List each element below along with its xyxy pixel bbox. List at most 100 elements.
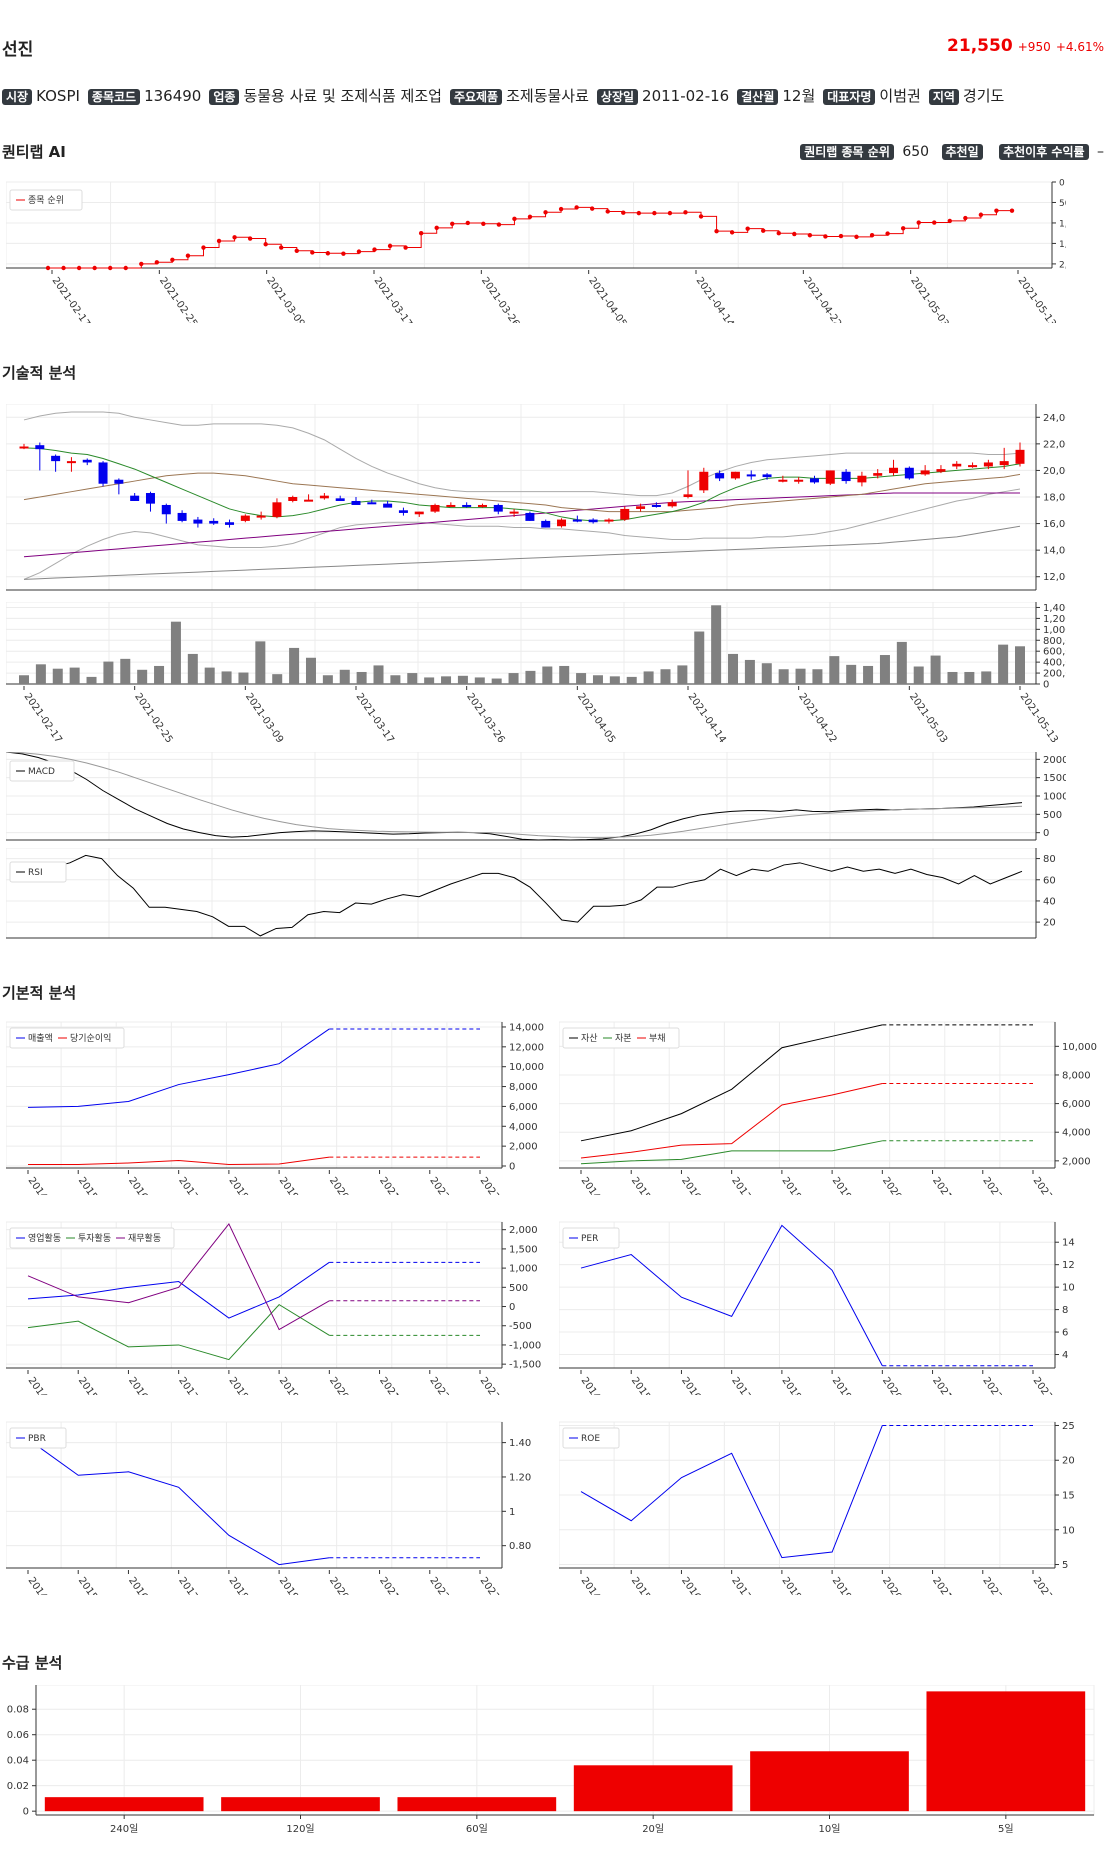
supply-chart: 0 0.02 0.04 0.06 0.08 240일 120일 60일 20일 10일 5일 <box>7 1685 1095 1835</box>
x-tick-label: 120일 <box>286 1823 314 1835</box>
y-tick-label: 1,000 <box>1059 219 1066 229</box>
y-tick-label: 6,000 <box>1062 1099 1091 1110</box>
x-tick-label: 2021-04-22 <box>801 275 843 323</box>
volume-bar <box>744 659 755 684</box>
y-tick-label: 0.04 <box>7 1756 29 1767</box>
return-label: 추천이후 수익률 <box>999 144 1089 160</box>
x-tick-label: 2014/12 <box>26 1575 59 1595</box>
x-tick-label: 240일 <box>110 1823 138 1835</box>
series-line <box>28 1156 330 1166</box>
y-tick-label: 0 <box>509 1302 515 1313</box>
volume-bar <box>998 644 1009 684</box>
volume-chart: 0200,000400,000600,000800,0001,000,0001,… <box>6 602 1066 742</box>
x-tick-label: 2020/12 <box>880 1575 913 1595</box>
candle-body <box>889 467 899 474</box>
y-tick-label: 1,500 <box>509 1244 538 1255</box>
rank-point <box>201 245 206 250</box>
macd-signal-line <box>6 752 1023 838</box>
rank-step-line <box>48 206 1012 269</box>
volume-bar <box>913 666 924 684</box>
rank-point <box>123 265 128 271</box>
x-tick-label: 2021-05-13 <box>1016 275 1058 323</box>
x-tick-label: 2021-03-26 <box>464 691 506 742</box>
cashflow-chart: -1,500 -1,000 -500 0 500 1,000 1,500 2,000 영업활동 투… <box>6 1221 541 1395</box>
y-tick-label: 0.02 <box>7 1781 29 1792</box>
x-tick-label: 2015/12 <box>76 1175 109 1195</box>
rank-point <box>76 265 82 271</box>
x-tick-label: 2021-02-25 <box>157 275 199 323</box>
volume-bar <box>643 671 654 684</box>
series-line <box>580 1140 883 1165</box>
y-tick-label: 4,000 <box>1062 1128 1091 1139</box>
rank-point <box>185 253 191 258</box>
x-tick-label: 2021-04-14 <box>694 275 736 323</box>
rank-point <box>232 235 237 240</box>
rank-point <box>683 210 688 215</box>
supply-bar <box>221 1797 380 1812</box>
x-tick-label: 2017/12 <box>176 1575 209 1595</box>
quantilab-stats: 퀀티랩 종목 순위 650 추천일 추천이후 수익률 – <box>800 143 1104 160</box>
volume-bar <box>272 674 283 684</box>
volume-bar <box>120 658 131 684</box>
candle-body <box>19 446 29 449</box>
y-tick-label: 1,400,000 <box>1043 603 1066 614</box>
x-tick-label: 60일 <box>466 1823 488 1835</box>
candle-body <box>509 511 519 514</box>
x-tick-label: 2020/12 <box>880 1375 913 1395</box>
x-tick-label: 2021/12 <box>377 1175 410 1195</box>
legend-label: 매출액 <box>28 1032 53 1044</box>
candle-body <box>288 497 298 501</box>
candle-body <box>351 500 361 505</box>
volume-bar <box>52 668 63 684</box>
rank-point <box>558 206 564 212</box>
volume-bar <box>339 669 350 684</box>
x-tick-label: 2021-02-17 <box>22 691 64 742</box>
rank-point <box>792 231 797 237</box>
ma5-line <box>23 447 1021 522</box>
volume-bar <box>491 678 502 684</box>
candle-body <box>66 461 76 464</box>
candle-body <box>620 508 630 520</box>
series-line <box>27 1261 330 1319</box>
series-line <box>580 1024 883 1142</box>
candle-body <box>319 495 329 499</box>
rank-point <box>636 210 642 216</box>
rsi-chart: 20 40 60 80 RSI <box>6 848 1056 939</box>
volume-bar <box>356 671 367 684</box>
candle-body <box>588 519 598 523</box>
volume-bar <box>289 647 300 684</box>
y-tick-label: 800,000 <box>1043 636 1066 647</box>
rank-point <box>1009 208 1015 213</box>
ma120-line <box>23 525 1021 580</box>
x-tick-label: 2020/12 <box>327 1575 360 1595</box>
volume-bar <box>187 653 198 684</box>
x-tick-label: 2017/12 <box>176 1175 209 1195</box>
series-line <box>580 1083 883 1159</box>
y-tick-label: 16,000 <box>1043 519 1066 530</box>
x-tick-label: 2021/12 <box>930 1375 963 1395</box>
candle-body <box>35 445 45 450</box>
x-tick-label: 2018/12 <box>226 1375 259 1395</box>
volume-bar <box>35 664 46 684</box>
x-tick-label: 2022/12 <box>980 1575 1013 1595</box>
volume-bar <box>778 669 789 684</box>
legend-box <box>562 1227 620 1249</box>
candle-body <box>541 520 551 528</box>
x-tick-label: 2016/12 <box>126 1175 159 1195</box>
legend-label: 부채 <box>649 1033 666 1044</box>
x-tick-label: 2023/12 <box>1031 1175 1064 1195</box>
y-tick-label: 12 <box>1062 1260 1075 1271</box>
rank-point <box>543 210 548 215</box>
volume-bar <box>19 675 29 684</box>
rank-point <box>605 209 610 214</box>
volume-bar <box>305 657 316 684</box>
volume-bar <box>879 655 890 684</box>
legend-box <box>9 760 75 782</box>
volume-bar <box>154 665 165 684</box>
x-tick-label: 2021-04-22 <box>796 691 838 742</box>
candle-body <box>525 512 535 521</box>
x-tick-label: 2019/12 <box>277 1175 310 1195</box>
candle-body <box>446 504 456 507</box>
series-line <box>580 1425 883 1559</box>
candle-body <box>651 504 661 507</box>
